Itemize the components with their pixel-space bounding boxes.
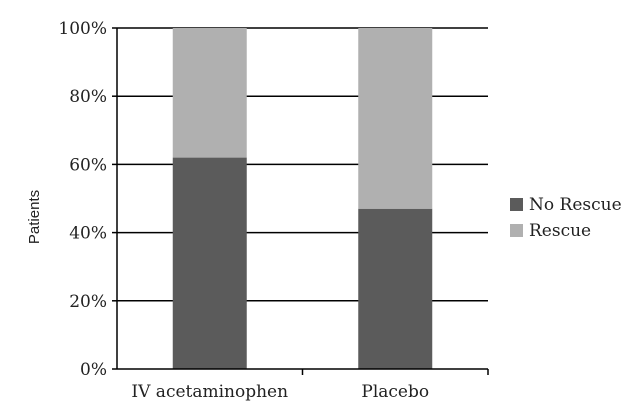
x-tick-labels: IV acetaminophen Placebo bbox=[131, 369, 489, 402]
legend-swatch bbox=[510, 224, 523, 237]
x-tick-label: IV acetaminophen bbox=[131, 382, 288, 402]
bar-rescue bbox=[172, 28, 247, 158]
axes bbox=[116, 28, 488, 370]
y-tick-label: 20% bbox=[69, 292, 107, 312]
legend-swatch bbox=[510, 198, 523, 211]
legend-label: No Rescue bbox=[529, 195, 622, 215]
y-tick-label: 40% bbox=[69, 224, 107, 244]
y-tick-label: 100% bbox=[58, 19, 107, 39]
legend-label: Rescue bbox=[529, 221, 591, 241]
y-tick-labels: 0% 20% 40% 60% 80% 100% bbox=[58, 19, 107, 380]
bars bbox=[172, 28, 433, 369]
y-tick-label: 60% bbox=[69, 155, 107, 175]
y-tick-label: 0% bbox=[80, 360, 107, 380]
y-tick-label: 80% bbox=[69, 87, 107, 107]
legend: No Rescue Rescue bbox=[510, 195, 622, 241]
bar-rescue bbox=[358, 28, 433, 209]
y-axis-label: Patients bbox=[26, 190, 43, 244]
bar-no-rescue bbox=[172, 157, 247, 369]
x-tick-label: Placebo bbox=[361, 382, 429, 402]
bar-no-rescue bbox=[358, 208, 433, 369]
